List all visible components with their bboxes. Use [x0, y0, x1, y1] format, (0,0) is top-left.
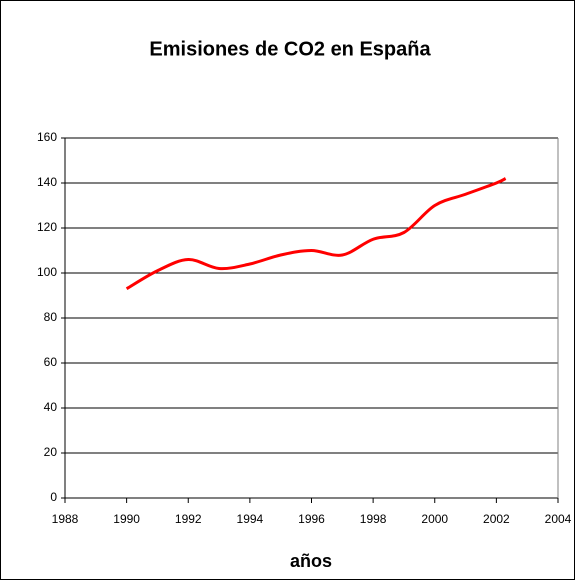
- y-tick-label: 120: [37, 220, 57, 234]
- x-tick-label: 1994: [237, 512, 264, 526]
- x-tick-label: 1996: [298, 512, 325, 526]
- y-tick-label: 40: [44, 400, 58, 414]
- x-tick-label: 2000: [421, 512, 448, 526]
- x-tick-label: 1990: [113, 512, 140, 526]
- series-line: [125, 177, 507, 291]
- y-tick-label: 60: [44, 355, 58, 369]
- x-tick-label: 1992: [175, 512, 202, 526]
- x-tick-label: 1988: [52, 512, 79, 526]
- x-tick-label: 2002: [483, 512, 510, 526]
- chart-title: Emisiones de CO2 en España: [149, 38, 431, 60]
- y-tick-label: 160: [37, 130, 57, 144]
- x-axis-label: años: [290, 551, 332, 571]
- x-tick-label: 1998: [360, 512, 387, 526]
- y-tick-label: 0: [50, 490, 57, 504]
- y-tick-label: 80: [44, 310, 58, 324]
- y-tick-label: 100: [37, 265, 57, 279]
- x-tick-label: 2004: [545, 512, 572, 526]
- y-tick-label: 20: [44, 445, 58, 459]
- y-tick-label: 140: [37, 175, 57, 189]
